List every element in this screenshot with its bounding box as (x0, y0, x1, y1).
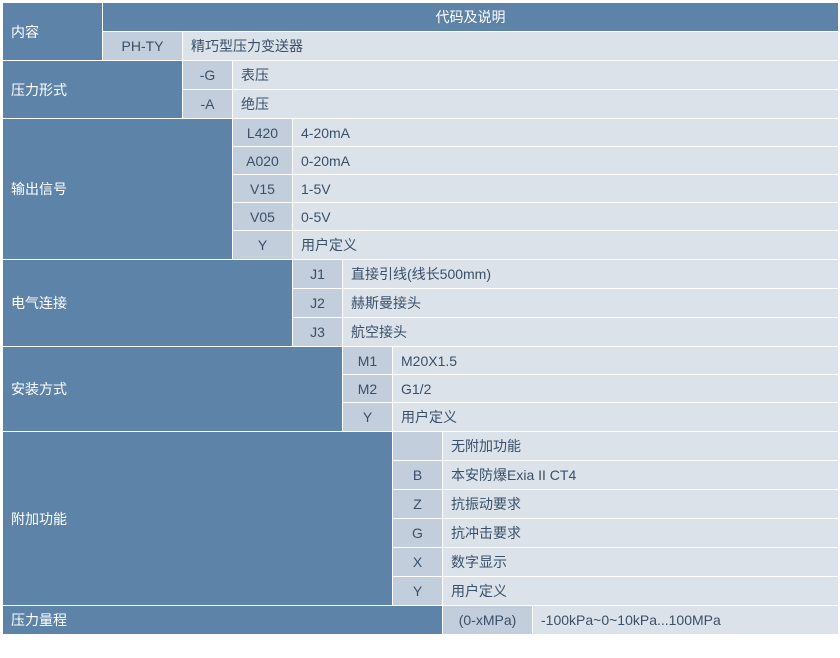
additional-desc-0: 无附加功能 (443, 432, 839, 461)
additional-desc-5: 用户定义 (443, 577, 839, 606)
additional-code-1: B (393, 461, 443, 490)
output-signal-code-1: A020 (233, 147, 293, 175)
product-code: PH-TY (103, 32, 183, 61)
additional-code-2: Z (393, 490, 443, 519)
output-signal-desc-2: 1-5V (293, 175, 839, 203)
mounting-desc-1: G1/2 (393, 375, 839, 403)
output-signal-code-0: L420 (233, 119, 293, 147)
pressure-type-code-1: -A (183, 90, 233, 119)
additional-code-0 (393, 432, 443, 461)
range-desc: -100kPa~0~10kPa...100MPa (533, 606, 839, 635)
output-signal-desc-0: 4-20mA (293, 119, 839, 147)
additional-code-4: X (393, 548, 443, 577)
output-signal-desc-1: 0-20mA (293, 147, 839, 175)
output-signal-code-2: V15 (233, 175, 293, 203)
electrical-code-2: J3 (293, 318, 343, 347)
additional-desc-1: 本安防爆Exia II CT4 (443, 461, 839, 490)
additional-desc-3: 抗冲击要求 (443, 519, 839, 548)
mounting-code-0: M1 (343, 347, 393, 375)
mounting-code-1: M2 (343, 375, 393, 403)
output-signal-desc-3: 0-5V (293, 203, 839, 231)
range-code: (0-xMPa) (443, 606, 533, 635)
additional-label: 附加功能 (3, 432, 393, 606)
electrical-desc-1: 赫斯曼接头 (343, 289, 839, 318)
code-desc-header: 代码及说明 (103, 3, 839, 32)
additional-code-5: Y (393, 577, 443, 606)
electrical-code-0: J1 (293, 260, 343, 289)
pressure-type-label: 压力形式 (3, 61, 183, 119)
mounting-desc-0: M20X1.5 (393, 347, 839, 375)
content-header: 内容 (3, 3, 103, 61)
pressure-type-desc-1: 绝压 (233, 90, 839, 119)
additional-desc-2: 抗振动要求 (443, 490, 839, 519)
ordering-code-table: 内容 代码及说明 PH-TY 精巧型压力变送器 压力形式 -G 表压 -A 绝压… (2, 2, 839, 635)
electrical-label: 电气连接 (3, 260, 293, 347)
output-signal-code-4: Y (233, 231, 293, 260)
mounting-desc-2: 用户定义 (393, 403, 839, 432)
range-label: 压力量程 (3, 606, 443, 635)
output-signal-code-3: V05 (233, 203, 293, 231)
electrical-code-1: J2 (293, 289, 343, 318)
pressure-type-code-0: -G (183, 61, 233, 90)
electrical-desc-0: 直接引线(线长500mm) (343, 260, 839, 289)
mounting-label: 安装方式 (3, 347, 343, 432)
electrical-desc-2: 航空接头 (343, 318, 839, 347)
mounting-code-2: Y (343, 403, 393, 432)
product-desc: 精巧型压力变送器 (183, 32, 839, 61)
output-signal-desc-4: 用户定义 (293, 231, 839, 260)
additional-code-3: G (393, 519, 443, 548)
pressure-type-desc-0: 表压 (233, 61, 839, 90)
additional-desc-4: 数字显示 (443, 548, 839, 577)
output-signal-label: 输出信号 (3, 119, 233, 260)
